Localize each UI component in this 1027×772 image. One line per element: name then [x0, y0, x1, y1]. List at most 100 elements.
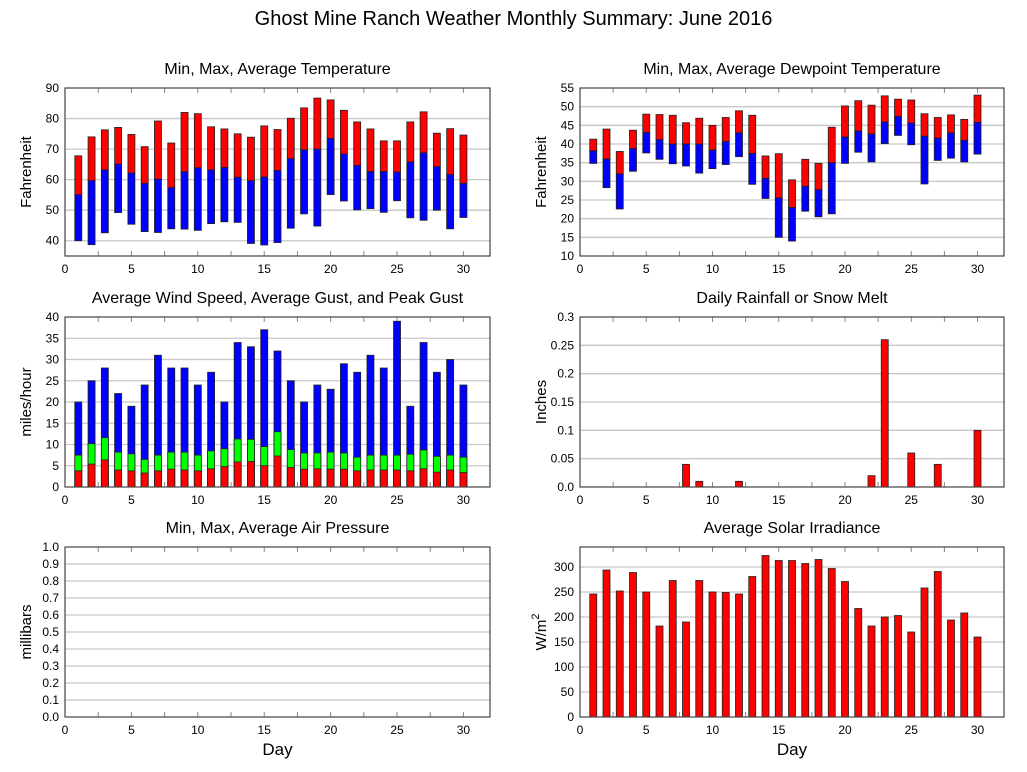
plot-frame — [579, 87, 1005, 257]
x-tick-label: 20 — [324, 262, 338, 276]
bar-value — [682, 463, 690, 488]
y-tick-label: 150 — [554, 635, 574, 649]
bar-average-to-max — [788, 179, 796, 208]
bar-min-to-average — [393, 171, 401, 202]
bar-average-to-max — [366, 128, 375, 172]
y-tick-label: 20 — [561, 212, 575, 226]
bar-average-wind-speed — [446, 469, 455, 488]
bar-value — [655, 625, 664, 718]
x-tick-label: 5 — [128, 262, 135, 276]
y-tick-label: 30 — [561, 174, 575, 188]
bar-value — [894, 615, 902, 718]
y-tick-label: 0.1 — [42, 693, 59, 707]
bar-average-wind-speed — [100, 459, 109, 488]
bar-value — [933, 463, 942, 488]
wind-title: Average Wind Speed, Average Gust, and Pe… — [92, 290, 464, 307]
x-tick-label: 5 — [643, 723, 650, 737]
bar-average-to-max — [286, 117, 295, 159]
y-tick-label: 0 — [52, 480, 59, 494]
x-tick-label: 30 — [971, 493, 985, 507]
bar-average-to-max — [668, 114, 677, 145]
bar-value — [682, 621, 690, 718]
bar-average-to-max — [247, 136, 255, 181]
bar-value — [788, 560, 796, 718]
bar-value — [735, 480, 743, 488]
bar-average-to-max — [340, 109, 348, 155]
y-tick-label: 0 — [567, 710, 574, 724]
bar-average-to-max — [180, 112, 189, 173]
bar-min-to-average — [880, 121, 889, 145]
bar-average-to-max — [379, 140, 388, 172]
bar-min-to-average — [841, 136, 849, 164]
dewpoint-chart: Min, Max, Average Dewpoint Temperature 10… — [533, 61, 1005, 276]
y-tick-label: 50 — [46, 203, 60, 217]
plot-frame — [64, 87, 491, 257]
pressure-chart: Min, Max, Average Air Pressure 0.0 0.1 0.2 0… — [18, 520, 491, 759]
bar-average-to-max — [973, 94, 982, 123]
bar-value — [867, 475, 876, 488]
bar-min-to-average — [854, 130, 863, 153]
x-tick-label: 5 — [128, 723, 135, 737]
x-tick-label: 15 — [258, 493, 272, 507]
bar-value — [668, 580, 677, 718]
bar-value — [854, 608, 863, 718]
bar-min-to-average — [114, 163, 123, 214]
y-tick-label: 0.4 — [42, 642, 59, 656]
solar-title: Average Solar Irradiance — [704, 520, 881, 537]
y-tick-label: 0.0 — [557, 480, 574, 494]
bar-average-wind-speed — [167, 468, 176, 488]
bar-min-to-average — [154, 178, 162, 233]
bar-min-to-average — [300, 149, 308, 215]
x-tick-label: 0 — [577, 262, 584, 276]
bar-average-to-max — [100, 129, 109, 171]
bar-average-to-max — [708, 124, 717, 151]
bar-average-wind-speed — [393, 469, 401, 488]
temperature-title: Min, Max, Average Temperature — [164, 61, 390, 78]
bar-min-to-average — [87, 180, 96, 246]
x-tick-label: 30 — [457, 493, 471, 507]
bar-average-wind-speed — [140, 472, 149, 488]
bar-average-to-max — [353, 121, 362, 166]
y-tick-label: 50 — [561, 100, 575, 114]
y-tick-label: 60 — [46, 173, 60, 187]
bar-value — [880, 339, 889, 488]
x-tick-label: 10 — [706, 262, 720, 276]
x-tick-label: 0 — [62, 262, 69, 276]
y-tick-label: 0.6 — [42, 608, 59, 622]
y-tick-label: 15 — [561, 230, 575, 244]
y-tick-label: 5 — [52, 459, 59, 473]
bar-average-wind-speed — [273, 455, 282, 488]
bar-average-to-max — [220, 128, 229, 168]
temperature-y-axis-label: Fahrenheit — [18, 135, 35, 208]
y-tick-label: 40 — [46, 310, 60, 324]
page-title: Ghost Mine Ranch Weather Monthly Summary… — [254, 8, 773, 30]
bar-min-to-average — [655, 139, 664, 160]
bar-min-to-average — [379, 170, 388, 213]
x-tick-label: 10 — [191, 493, 205, 507]
y-tick-label: 40 — [561, 137, 575, 151]
x-tick-label: 10 — [706, 493, 720, 507]
bar-average-to-max — [814, 163, 823, 190]
bar-average-to-max — [642, 113, 651, 133]
bar-min-to-average — [207, 169, 215, 225]
bar-value — [841, 581, 849, 718]
x-tick-label: 25 — [905, 493, 919, 507]
x-tick-label: 25 — [905, 262, 919, 276]
bar-min-to-average — [260, 176, 269, 246]
y-tick-label: 70 — [46, 142, 60, 156]
wind-y-axis-label: miles/hour — [18, 367, 35, 436]
bar-average-wind-speed — [154, 470, 162, 488]
bar-min-to-average — [642, 132, 651, 154]
bar-average-to-max — [894, 98, 902, 117]
x-tick-label: 15 — [772, 493, 786, 507]
bar-average-to-max — [154, 120, 162, 180]
x-tick-label: 15 — [258, 723, 272, 737]
bar-min-to-average — [100, 169, 109, 234]
bar-min-to-average — [140, 182, 149, 232]
x-tick-label: 5 — [643, 262, 650, 276]
bar-value — [735, 593, 743, 718]
bar-average-to-max — [880, 95, 889, 123]
bar-min-to-average — [867, 133, 876, 163]
bar-average-to-max — [114, 127, 123, 165]
bar-min-to-average — [629, 148, 637, 172]
